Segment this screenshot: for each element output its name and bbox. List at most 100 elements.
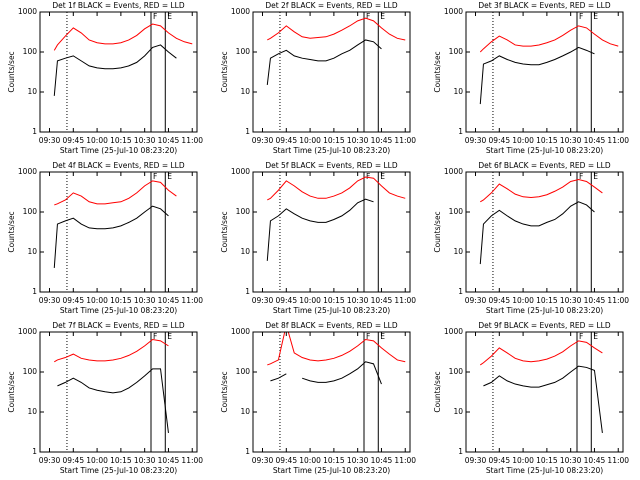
chart-title: Det 8f BLACK = Events, RED = LLD [265,321,398,330]
y-tick-label: 100 [236,207,251,216]
x-tick-label: 10:30 [347,296,369,305]
x-tick-label: 10:15 [323,136,345,145]
x-tick-label: 10:30 [134,456,156,465]
y-tick-label: 1 [458,127,463,136]
y-tick-label: 100 [23,47,38,56]
x-tick-label: 10:00 [86,456,108,465]
x-tick-label: 11:00 [394,136,416,145]
plot-frame [252,171,411,293]
marker-label: E [593,172,598,181]
y-tick-label: 1000 [444,7,463,16]
x-axis-label: Start Time (25-Jul-10 08:23:20) [273,306,390,315]
x-tick-label: 10:45 [371,136,393,145]
x-tick-label: 11:00 [181,456,203,465]
chart-title: Det 3f BLACK = Events, RED = LLD [478,1,611,10]
x-tick-label: 09:45 [275,456,297,465]
x-tick-label: 10:00 [512,456,534,465]
series-line [270,373,287,382]
y-axis-label: Counts/sec [220,51,229,92]
y-tick-label: 1000 [444,167,463,176]
x-tick-label: 10:45 [158,296,180,305]
y-tick-label: 1 [458,287,463,296]
x-tick-label: 11:00 [607,456,629,465]
series-line [479,46,595,105]
x-axis-label: Start Time (25-Jul-10 08:23:20) [486,466,603,475]
x-tick-label: 09:45 [275,296,297,305]
marker-label: F [366,172,370,181]
series-line [267,17,406,41]
x-axis-label: Start Time (25-Jul-10 08:23:20) [486,306,603,315]
x-tick-label: 10:30 [347,456,369,465]
y-axis-label: Counts/sec [433,371,442,412]
y-tick-label: 100 [449,207,464,216]
y-tick-label: 10 [27,247,37,256]
chart-title: Det 4f BLACK = Events, RED = LLD [52,161,185,170]
x-tick-label: 10:30 [134,296,156,305]
x-tick-label: 11:00 [394,296,416,305]
series-line [266,39,382,86]
y-tick-label: 1 [32,447,37,456]
marker-label: E [167,172,172,181]
marker-label: F [153,12,157,21]
marker-label: E [167,12,172,21]
x-tick-label: 10:15 [536,456,558,465]
y-tick-label: 10 [453,407,463,416]
y-axis-label: Counts/sec [433,51,442,92]
series-line [53,23,193,51]
x-tick-label: 10:00 [86,136,108,145]
series-line [54,338,169,363]
y-tick-label: 100 [236,367,251,376]
marker-label: F [366,12,370,21]
y-tick-label: 100 [23,367,38,376]
x-axis-label: Start Time (25-Jul-10 08:23:20) [273,466,390,475]
x-tick-label: 09:45 [62,456,84,465]
marker-label: F [579,12,583,21]
x-tick-label: 10:30 [560,456,582,465]
x-tick-label: 11:00 [394,456,416,465]
y-tick-label: 1 [32,287,37,296]
marker-label: E [167,332,172,341]
x-tick-label: 10:30 [347,136,369,145]
x-axis-label: Start Time (25-Jul-10 08:23:20) [60,306,177,315]
x-tick-label: 09:30 [465,456,487,465]
series-line [53,205,169,268]
x-tick-label: 09:30 [39,456,61,465]
chart-title: Det 7f BLACK = Events, RED = LLD [52,321,185,330]
x-tick-label: 10:15 [536,136,558,145]
y-tick-label: 1000 [18,7,37,16]
series-line [302,361,382,385]
y-tick-label: 10 [240,87,250,96]
plot-frame [39,11,198,133]
y-tick-label: 1 [32,127,37,136]
marker-label: E [593,332,598,341]
x-tick-label: 09:45 [275,136,297,145]
x-tick-label: 09:45 [488,136,510,145]
plot-frame [39,331,198,453]
x-tick-label: 11:00 [607,136,629,145]
marker-label: E [593,12,598,21]
series-line [53,44,177,96]
marker-label: F [579,332,583,341]
panel: Det 3f BLACK = Events, RED = LLD Start Ti… [433,1,629,155]
x-axis-label: Start Time (25-Jul-10 08:23:20) [273,146,390,155]
x-tick-label: 09:30 [39,136,61,145]
series-line [479,340,603,366]
x-axis-label: Start Time (25-Jul-10 08:23:20) [486,146,603,155]
y-axis-label: Counts/sec [7,51,16,92]
chart-title: Det 2f BLACK = Events, RED = LLD [265,1,398,10]
x-tick-label: 10:00 [512,296,534,305]
chart-title: Det 1f BLACK = Events, RED = LLD [52,1,185,10]
panel: Det 4f BLACK = Events, RED = LLD Start Ti… [7,161,203,315]
x-tick-label: 10:30 [134,136,156,145]
y-tick-label: 10 [453,87,463,96]
x-tick-label: 10:45 [158,136,180,145]
y-tick-label: 100 [236,47,251,56]
plot-frame [465,331,624,453]
x-tick-label: 10:00 [512,136,534,145]
series-line [479,201,595,265]
x-tick-label: 10:15 [110,136,132,145]
y-tick-label: 10 [240,407,250,416]
y-tick-label: 10 [27,87,37,96]
y-tick-label: 1000 [231,7,250,16]
x-tick-label: 09:30 [252,296,274,305]
